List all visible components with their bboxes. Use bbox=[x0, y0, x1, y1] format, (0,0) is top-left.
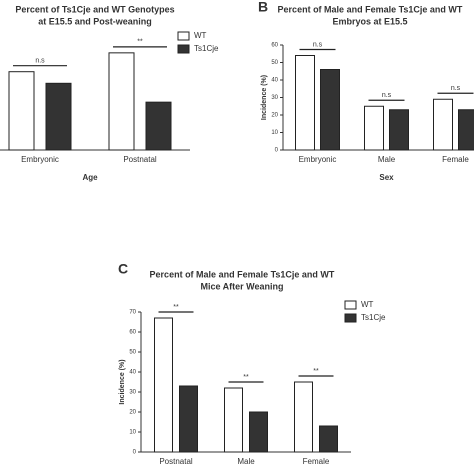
bar bbox=[389, 109, 409, 151]
chart-title: at E15.5 and Post-weaning bbox=[38, 16, 152, 26]
chart-title: Percent of Ts1Cje and WT Genotypes bbox=[15, 4, 174, 14]
x-tick-label: Female bbox=[303, 457, 330, 466]
bar bbox=[294, 381, 313, 453]
y-tick-label: 40 bbox=[271, 78, 278, 84]
y-tick-label: 10 bbox=[129, 430, 136, 436]
x-tick-label: Embryonic bbox=[21, 155, 59, 164]
chart-title: Embryos at E15.5 bbox=[332, 16, 407, 26]
bar bbox=[179, 385, 198, 453]
y-tick-label: 50 bbox=[129, 350, 136, 356]
bar bbox=[8, 71, 35, 151]
x-tick-label: Male bbox=[237, 457, 255, 466]
y-tick-label: 40 bbox=[129, 370, 136, 376]
panel-label: B bbox=[258, 0, 268, 15]
legend-label: WT bbox=[194, 31, 207, 40]
y-tick-label: 50 bbox=[271, 60, 278, 66]
bar bbox=[249, 411, 268, 453]
significance-label: n.s bbox=[382, 92, 392, 99]
panel-label: C bbox=[118, 261, 128, 277]
x-tick-label: Female bbox=[442, 155, 469, 164]
bar bbox=[319, 425, 338, 453]
x-tick-label: Embryonic bbox=[299, 155, 337, 164]
y-tick-label: 20 bbox=[271, 113, 278, 119]
y-tick-label: 70 bbox=[129, 310, 136, 316]
y-tick-label: 60 bbox=[271, 43, 278, 49]
significance-label: ** bbox=[243, 374, 249, 381]
bar bbox=[154, 317, 173, 453]
legend-swatch bbox=[177, 31, 190, 41]
chart-title: Percent of Male and Female Ts1Cje and WT bbox=[150, 269, 335, 279]
bar bbox=[45, 82, 72, 151]
significance-label: n.s bbox=[313, 41, 323, 48]
y-tick-label: 30 bbox=[129, 390, 136, 396]
significance-label: ** bbox=[173, 304, 179, 311]
x-axis-label: Sex bbox=[379, 173, 394, 182]
x-axis-label: Age bbox=[82, 173, 98, 182]
x-tick-label: Male bbox=[378, 155, 396, 164]
bar bbox=[224, 387, 243, 453]
significance-label: n.s bbox=[35, 58, 45, 65]
legend-swatch bbox=[177, 44, 190, 54]
bar bbox=[458, 109, 474, 151]
significance-label: ** bbox=[313, 368, 319, 375]
bar bbox=[364, 105, 384, 151]
y-tick-label: 0 bbox=[133, 450, 137, 456]
bar bbox=[320, 69, 340, 151]
x-tick-label: Postnatal bbox=[123, 155, 157, 164]
legend-swatch bbox=[344, 313, 357, 323]
y-tick-label: 30 bbox=[271, 95, 278, 101]
y-tick-label: 10 bbox=[271, 130, 278, 136]
legend-label: WT bbox=[361, 300, 374, 309]
significance-label: ** bbox=[137, 39, 143, 46]
bar bbox=[145, 101, 172, 151]
chart-title: Percent of Male and Female Ts1Cje and WT bbox=[278, 4, 463, 14]
chart-title: Mice After Weaning bbox=[200, 281, 283, 291]
legend-swatch bbox=[344, 300, 357, 310]
y-tick-label: 20 bbox=[129, 410, 136, 416]
x-tick-label: Postnatal bbox=[159, 457, 193, 466]
y-axis-label: Incidence (%) bbox=[119, 359, 126, 404]
significance-label: n.s bbox=[451, 85, 461, 92]
bar bbox=[295, 55, 315, 151]
y-tick-label: 0 bbox=[275, 148, 279, 154]
y-tick-label: 60 bbox=[129, 330, 136, 336]
bar bbox=[433, 98, 453, 151]
legend-label: Ts1Cje bbox=[361, 313, 386, 322]
legend-label: Ts1Cje bbox=[194, 44, 219, 53]
bar bbox=[108, 52, 135, 151]
y-axis-label: Incidence (%) bbox=[261, 75, 268, 120]
